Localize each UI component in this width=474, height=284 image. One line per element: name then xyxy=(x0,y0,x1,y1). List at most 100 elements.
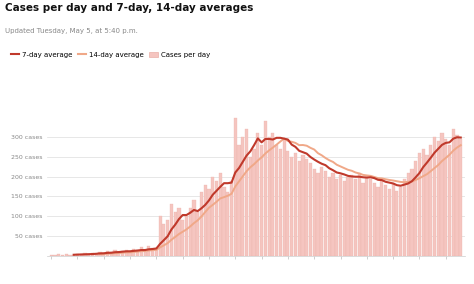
Bar xyxy=(448,145,451,256)
Legend: 7-day average, 14-day average, Cases per day: 7-day average, 14-day average, Cases per… xyxy=(8,49,212,60)
Bar xyxy=(99,252,101,256)
Bar xyxy=(264,122,267,256)
Bar xyxy=(433,137,436,256)
Bar xyxy=(125,250,128,256)
Bar xyxy=(87,254,91,256)
Bar xyxy=(279,149,282,256)
Bar xyxy=(313,169,316,256)
Bar xyxy=(83,253,87,256)
Bar xyxy=(155,248,158,256)
Bar xyxy=(151,248,154,256)
Bar xyxy=(267,137,271,256)
Bar xyxy=(64,254,68,256)
Bar xyxy=(68,255,72,256)
Bar xyxy=(271,133,274,256)
Bar xyxy=(128,252,132,256)
Bar xyxy=(80,254,83,256)
Bar xyxy=(204,185,207,256)
Bar xyxy=(189,208,192,256)
Bar xyxy=(392,183,395,256)
Bar xyxy=(109,252,113,256)
Bar xyxy=(91,253,94,256)
Bar xyxy=(147,246,150,256)
Bar xyxy=(294,153,297,256)
Bar xyxy=(440,133,444,256)
Bar xyxy=(388,189,391,256)
Bar xyxy=(230,181,233,256)
Bar xyxy=(403,179,406,256)
Bar xyxy=(144,252,146,256)
Bar xyxy=(260,145,263,256)
Bar xyxy=(113,250,117,256)
Bar xyxy=(365,177,368,256)
Bar xyxy=(132,248,136,256)
Bar xyxy=(429,145,432,256)
Bar xyxy=(399,187,402,256)
Bar xyxy=(395,191,399,256)
Bar xyxy=(452,130,455,256)
Bar xyxy=(117,252,120,256)
Bar xyxy=(226,193,229,256)
Bar xyxy=(358,173,361,256)
Bar xyxy=(106,251,109,256)
Bar xyxy=(373,183,376,256)
Bar xyxy=(309,163,312,256)
Bar xyxy=(245,130,248,256)
Bar xyxy=(173,212,177,256)
Bar xyxy=(298,161,301,256)
Bar xyxy=(241,137,245,256)
Bar xyxy=(121,251,124,256)
Bar xyxy=(50,255,53,256)
Bar xyxy=(76,254,79,256)
Bar xyxy=(192,201,196,256)
Bar xyxy=(305,159,308,256)
Bar xyxy=(185,216,188,256)
Bar xyxy=(414,161,417,256)
Bar xyxy=(425,155,428,256)
Bar xyxy=(283,139,286,256)
Bar xyxy=(136,250,139,256)
Bar xyxy=(253,149,255,256)
Bar xyxy=(290,157,293,256)
Bar xyxy=(421,149,425,256)
Bar xyxy=(181,220,184,256)
Bar xyxy=(350,175,354,256)
Bar xyxy=(444,139,447,256)
Bar xyxy=(346,177,350,256)
Bar xyxy=(459,139,462,256)
Bar xyxy=(234,118,237,256)
Bar xyxy=(219,173,222,256)
Bar xyxy=(335,179,338,256)
Bar xyxy=(437,141,440,256)
Bar xyxy=(380,181,383,256)
Bar xyxy=(72,255,75,256)
Bar xyxy=(140,247,143,256)
Bar xyxy=(237,145,241,256)
Bar xyxy=(249,157,252,256)
Bar xyxy=(286,151,290,256)
Bar xyxy=(53,255,56,256)
Bar xyxy=(354,179,357,256)
Bar xyxy=(320,167,323,256)
Bar xyxy=(369,179,372,256)
Bar xyxy=(208,189,210,256)
Text: Updated Tuesday, May 5, at 5:40 p.m.: Updated Tuesday, May 5, at 5:40 p.m. xyxy=(5,28,137,34)
Bar xyxy=(177,208,181,256)
Bar xyxy=(158,216,162,256)
Bar xyxy=(328,177,331,256)
Bar xyxy=(61,255,64,256)
Bar xyxy=(162,224,165,256)
Bar xyxy=(316,173,319,256)
Bar xyxy=(95,254,98,256)
Bar xyxy=(456,135,459,256)
Bar xyxy=(211,177,214,256)
Bar xyxy=(222,187,226,256)
Bar xyxy=(324,171,327,256)
Bar xyxy=(407,173,410,256)
Bar xyxy=(343,181,346,256)
Bar xyxy=(376,187,380,256)
Bar xyxy=(57,254,60,256)
Bar xyxy=(200,193,203,256)
Bar xyxy=(170,204,173,256)
Bar xyxy=(339,175,342,256)
